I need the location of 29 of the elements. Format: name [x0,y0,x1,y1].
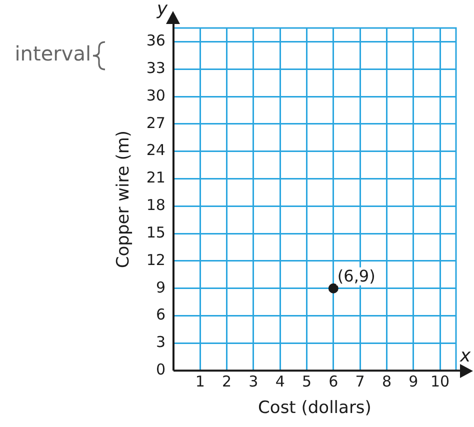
text: interval [14,42,91,66]
y-tick-label: 0 [156,360,166,378]
y-tick-label: 36 [146,32,166,50]
y-tick-label: 33 [146,59,166,78]
x-tick-label: 1 [195,372,205,390]
y-tick-label: 24 [146,141,166,160]
y-tick-label: 3 [156,333,166,352]
y-tick-label: 6 [156,306,166,324]
x-tick-label: 10 [430,372,450,390]
x-tick-label: 9 [408,372,418,390]
x-tick-label: 6 [328,372,338,390]
x-tick-label: 7 [355,372,365,390]
y-tick-label: 15 [146,223,166,242]
text: x [459,345,471,366]
x-axis-title: Cost (dollars) [258,398,372,418]
y-tick-label: 30 [146,86,166,104]
y-tick-label: 27 [146,114,166,132]
y-tick-label: 18 [146,196,166,214]
y-axis-title: Copper wire (m) [114,130,134,268]
y-tick-label: 21 [146,168,166,187]
y-tick-label: 12 [146,250,166,269]
text: y [156,0,168,20]
x-tick-label: 4 [275,372,285,390]
x-tick-label: 2 [222,372,232,390]
annotation: (6,9) [337,266,376,286]
x-tick-label: 3 [248,372,258,390]
y-tick-label: 9 [156,278,166,296]
x-tick-label: 8 [382,372,392,390]
x-tick-label: 5 [302,372,312,390]
